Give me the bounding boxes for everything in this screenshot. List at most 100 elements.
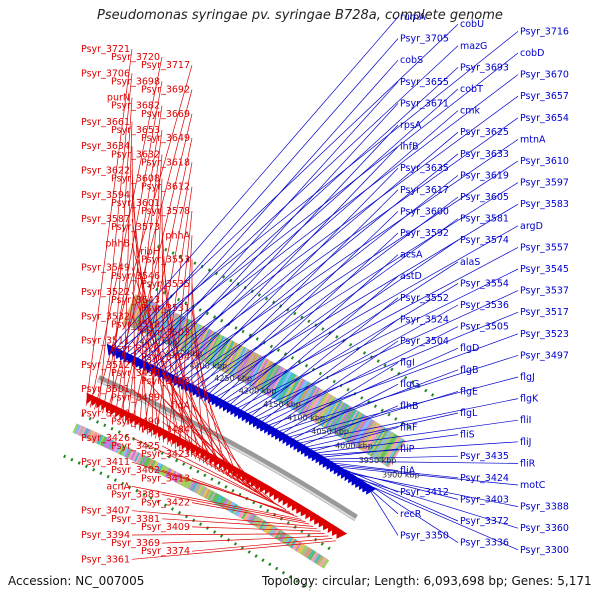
gene-label-right: Psyr_3388 <box>520 502 569 513</box>
gene-label-left: Psyr_3717 <box>141 60 190 71</box>
label-leader-right <box>258 311 519 420</box>
gene-label-right: cobS <box>400 55 423 66</box>
gene-label-right: Psyr_3617 <box>400 185 449 196</box>
feature-tick-left <box>291 539 300 551</box>
feature-tick-left <box>137 453 145 465</box>
feature-tick-left <box>78 426 86 437</box>
label-leader-right <box>300 398 519 444</box>
feature-tick-left <box>216 495 224 506</box>
feature-tick-left <box>154 462 162 473</box>
label-leader-left <box>131 219 172 447</box>
gene-label-right: flgL <box>460 408 478 419</box>
feature-tick-right <box>322 399 341 428</box>
feature-tick-left <box>97 434 105 445</box>
feature-tick-right <box>375 432 395 461</box>
label-leader-left <box>161 535 329 544</box>
gene-label-right: Psyr_3523 <box>520 329 569 340</box>
label-leader-right <box>188 167 399 383</box>
gene-label-right: Psyr_3610 <box>520 156 569 167</box>
label-leader-left <box>131 170 148 435</box>
gene-label-left: Psyr_3394 <box>81 530 130 541</box>
feature-tick-left <box>300 545 308 556</box>
feature-tick-right <box>224 344 242 374</box>
gene-label-right: flgI <box>400 358 415 369</box>
feature-tick-left <box>176 474 185 485</box>
feature-tick-left <box>87 430 95 441</box>
label-leader-left <box>161 251 189 455</box>
gene-label-right: Psyr_3554 <box>460 278 509 289</box>
scale-label: 3900 kbp <box>382 471 420 480</box>
feature-tick-left <box>108 439 116 451</box>
feature-tick-left <box>141 455 149 467</box>
gene-label-left: Psyr_3698 <box>111 76 160 87</box>
feature-tick-right <box>325 401 344 430</box>
feature-tick-left <box>155 463 163 474</box>
gene-label-left: Psyr_3692 <box>141 85 190 96</box>
gene-label-right: Psyr_3716 <box>520 26 569 37</box>
feature-tick-right <box>167 315 184 346</box>
feature-tick-right <box>208 335 225 366</box>
feature-tick-left <box>104 437 111 449</box>
gene-reverse <box>195 445 205 457</box>
gene-label-right: Psyr_3435 <box>460 451 509 462</box>
feature-tick-left <box>95 433 103 445</box>
label-leader-left <box>131 486 302 520</box>
feature-tick-right <box>330 403 349 433</box>
gene-label-right: recR <box>400 509 422 520</box>
gene-label-right: Psyr_3545 <box>520 264 569 275</box>
label-leader-left <box>191 502 310 525</box>
label-leader-right <box>282 362 399 434</box>
label-leader-right <box>166 124 399 372</box>
feature-tick-right <box>348 414 367 444</box>
label-leader-right <box>289 376 519 438</box>
feature-tick-right <box>239 352 257 382</box>
gene-reverse <box>134 414 144 427</box>
feature-tick-left <box>257 519 265 530</box>
gene-reverse <box>305 507 316 520</box>
gene-label-left: Psyr_3661 <box>81 117 130 128</box>
gene-label-right: Psyr_3581 <box>460 214 509 225</box>
gene-label-right: flhB <box>400 401 419 412</box>
feature-tick-left <box>212 493 221 504</box>
gene-label-left: Psyr_3535 <box>141 279 190 290</box>
feature-tick-left <box>209 491 217 502</box>
feature-tick-right <box>278 373 296 403</box>
feature-tick-right <box>311 392 330 422</box>
feature-tick-left <box>106 438 114 450</box>
feature-tick-left <box>147 459 155 470</box>
accession-label: Accession: NC_007005 <box>8 574 145 588</box>
feature-tick-left <box>225 500 233 511</box>
scale-label: 4100 kbp <box>287 413 325 422</box>
feature-tick-right <box>233 349 251 379</box>
feature-tick-left <box>286 536 295 547</box>
feature-tick-left <box>279 532 288 543</box>
feature-tick-right <box>161 312 177 343</box>
label-leader-right <box>351 473 519 507</box>
feature-tick-right <box>268 368 286 398</box>
label-leader-right <box>241 275 399 410</box>
label-leader-right <box>145 81 399 362</box>
label-leader-right <box>205 203 519 392</box>
feature-tick-right <box>260 363 278 393</box>
gene-reverse <box>269 486 279 498</box>
label-leader-right <box>116 23 459 349</box>
feature-tick-right <box>300 386 319 416</box>
gene-reverse <box>90 394 101 407</box>
feature-tick-left <box>80 427 88 438</box>
feature-tick-left <box>230 503 239 514</box>
feature-tick-right <box>344 412 363 442</box>
gene-label-right: Psyr_3625 <box>460 127 509 138</box>
gene-label-left: Psyr_3721 <box>81 44 130 55</box>
feature-tick-left <box>310 551 319 562</box>
feature-tick-right <box>271 369 289 399</box>
label-leader-right <box>219 232 399 399</box>
feature-tick-right <box>377 433 397 462</box>
feature-tick-left <box>218 496 226 507</box>
gene-label-right: astD <box>400 271 422 282</box>
gene-label-left: Psyr_3653 <box>111 125 160 136</box>
label-leader-right <box>191 175 459 385</box>
feature-tick-right <box>323 400 343 429</box>
feature-tick-right <box>140 302 156 333</box>
feature-tick-right <box>199 331 217 361</box>
